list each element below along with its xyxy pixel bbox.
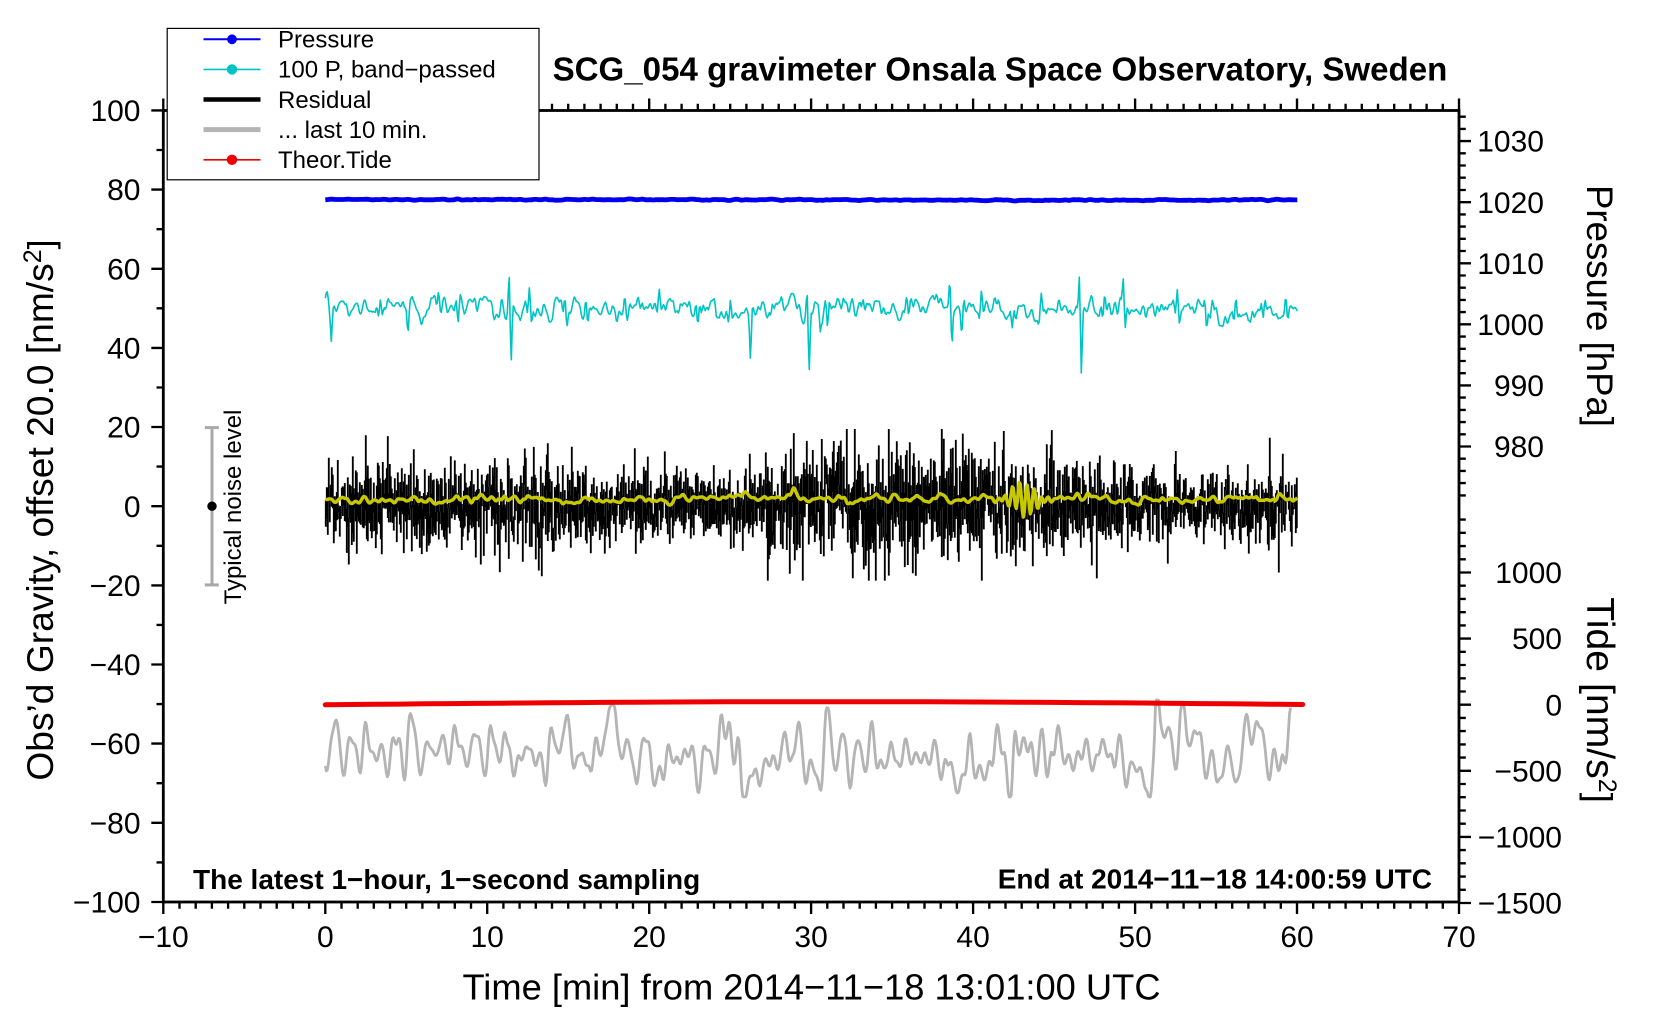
svg-text:−100: −100 [73,887,141,920]
svg-text:... last 10 min.: ... last 10 min. [278,117,427,144]
svg-text:Time [min] from 2014−11−18 13:: Time [min] from 2014−11−18 13:01:00 UTC [462,966,1160,1007]
svg-text:−500: −500 [1494,755,1562,788]
svg-text:Typical noise level: Typical noise level [220,410,247,605]
svg-text:60: 60 [1280,921,1313,954]
svg-text:0: 0 [1545,689,1562,722]
svg-text:−10: −10 [138,921,189,954]
svg-text:30: 30 [794,921,827,954]
svg-text:−80: −80 [90,807,141,840]
svg-text:−20: −20 [90,570,141,603]
svg-text:Obs’d Gravity, offset 20.0 [nm: Obs’d Gravity, offset 20.0 [nm/s2] [19,239,61,780]
svg-text:20: 20 [107,412,140,445]
svg-text:−1000: −1000 [1478,822,1562,855]
svg-text:Theor.Tide: Theor.Tide [278,147,392,174]
svg-text:1020: 1020 [1477,187,1544,220]
svg-text:40: 40 [107,333,140,366]
svg-text:500: 500 [1512,623,1562,656]
svg-text:60: 60 [107,253,140,286]
svg-text:End at 2014−11−18 14:00:59 UTC: End at 2014−11−18 14:00:59 UTC [998,864,1432,895]
svg-text:0: 0 [317,921,334,954]
svg-text:10: 10 [471,921,504,954]
svg-text:The latest 1−hour, 1−second sa: The latest 1−hour, 1−second sampling [193,864,700,895]
svg-text:40: 40 [956,921,989,954]
svg-text:100 P, band−passed: 100 P, band−passed [278,57,496,84]
svg-text:1000: 1000 [1495,557,1562,590]
svg-text:50: 50 [1118,921,1151,954]
svg-text:−1500: −1500 [1478,888,1562,921]
svg-text:100: 100 [90,95,140,128]
svg-text:1010: 1010 [1477,248,1544,281]
svg-text:0: 0 [124,491,141,524]
svg-text:Pressure: Pressure [278,27,374,54]
svg-text:−40: −40 [90,649,141,682]
svg-text:Residual: Residual [278,87,371,114]
svg-text:1030: 1030 [1477,126,1544,159]
svg-text:SCG_054 gravimeter Onsala Spac: SCG_054 gravimeter Onsala Space Observat… [553,52,1448,89]
svg-text:−60: −60 [90,728,141,761]
svg-text:980: 980 [1494,431,1544,464]
svg-text:990: 990 [1494,370,1544,403]
svg-text:80: 80 [107,174,140,207]
svg-text:Tide [nm/s2]: Tide [nm/s2] [1578,597,1621,802]
svg-text:Pressure [hPa]: Pressure [hPa] [1579,185,1620,427]
svg-text:20: 20 [633,921,666,954]
svg-text:70: 70 [1442,921,1475,954]
svg-text:1000: 1000 [1477,309,1544,342]
